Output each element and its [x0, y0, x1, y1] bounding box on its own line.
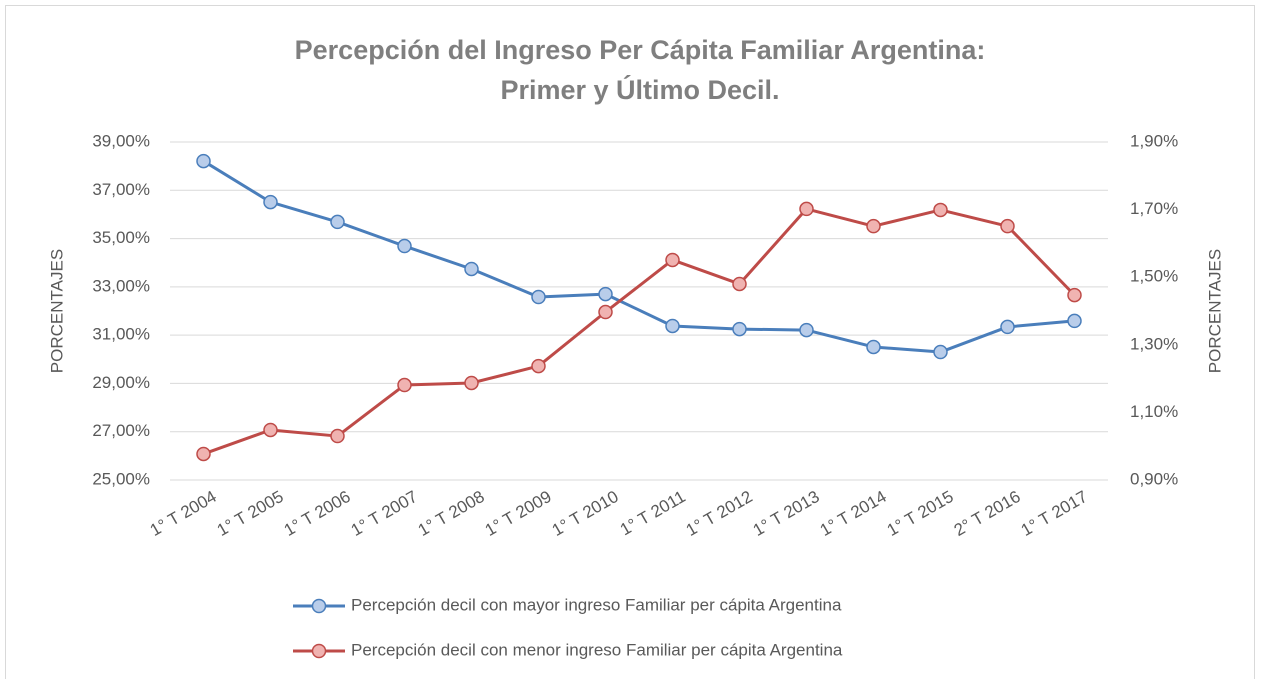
marker	[799, 201, 814, 217]
marker	[196, 446, 211, 462]
marker	[263, 422, 278, 438]
y-tick-label: 27,00%	[92, 421, 150, 440]
marker	[732, 276, 747, 292]
y-axis-label: PORCENTAJES	[47, 249, 66, 373]
y2-tick-label: 1,10%	[1130, 402, 1178, 421]
y-tick-label: 25,00%	[92, 469, 150, 488]
marker	[531, 289, 546, 305]
chart-frame	[5, 5, 1255, 679]
marker	[330, 214, 345, 230]
marker	[1067, 287, 1082, 303]
marker	[1067, 313, 1082, 329]
series-line	[202, 159, 1075, 354]
y-tick-label: 39,00%	[92, 131, 150, 150]
legend-marker	[311, 643, 327, 659]
marker	[1000, 218, 1015, 234]
marker	[598, 304, 613, 320]
marker	[598, 286, 613, 302]
marker	[665, 252, 680, 268]
legend-label: Percepción decil con menor ingreso Famil…	[351, 640, 843, 659]
y-tick-label: 35,00%	[92, 228, 150, 247]
marker	[799, 322, 814, 338]
y2-tick-label: 1,30%	[1130, 334, 1178, 353]
marker	[531, 358, 546, 374]
marker	[732, 321, 747, 337]
marker	[1000, 319, 1015, 335]
y2-axis-label: PORCENTAJES	[1205, 249, 1224, 373]
chart-title: Percepción del Ingreso Per Cápita Famili…	[295, 35, 986, 65]
marker	[665, 318, 680, 334]
marker	[196, 153, 211, 169]
y2-tick-label: 0,90%	[1130, 469, 1178, 488]
y2-tick-label: 1,70%	[1130, 199, 1178, 218]
marker	[866, 218, 881, 234]
marker	[330, 428, 345, 444]
y-tick-label: 37,00%	[92, 180, 150, 199]
y-tick-label: 29,00%	[92, 373, 150, 392]
marker	[397, 238, 412, 254]
marker	[464, 261, 479, 277]
y-tick-label: 33,00%	[92, 276, 150, 295]
marker	[866, 339, 881, 355]
chart-title: Primer y Último Decil.	[500, 74, 779, 105]
legend-marker	[311, 598, 327, 614]
series-line	[202, 207, 1076, 456]
marker	[933, 202, 948, 218]
legend-label: Percepción decil con mayor ingreso Famil…	[351, 595, 842, 614]
y2-tick-label: 1,50%	[1130, 267, 1178, 286]
marker	[263, 194, 278, 210]
marker	[464, 375, 479, 391]
marker	[397, 377, 412, 393]
marker	[933, 344, 948, 360]
y2-tick-label: 1,90%	[1130, 131, 1178, 150]
y-tick-label: 31,00%	[92, 325, 150, 344]
